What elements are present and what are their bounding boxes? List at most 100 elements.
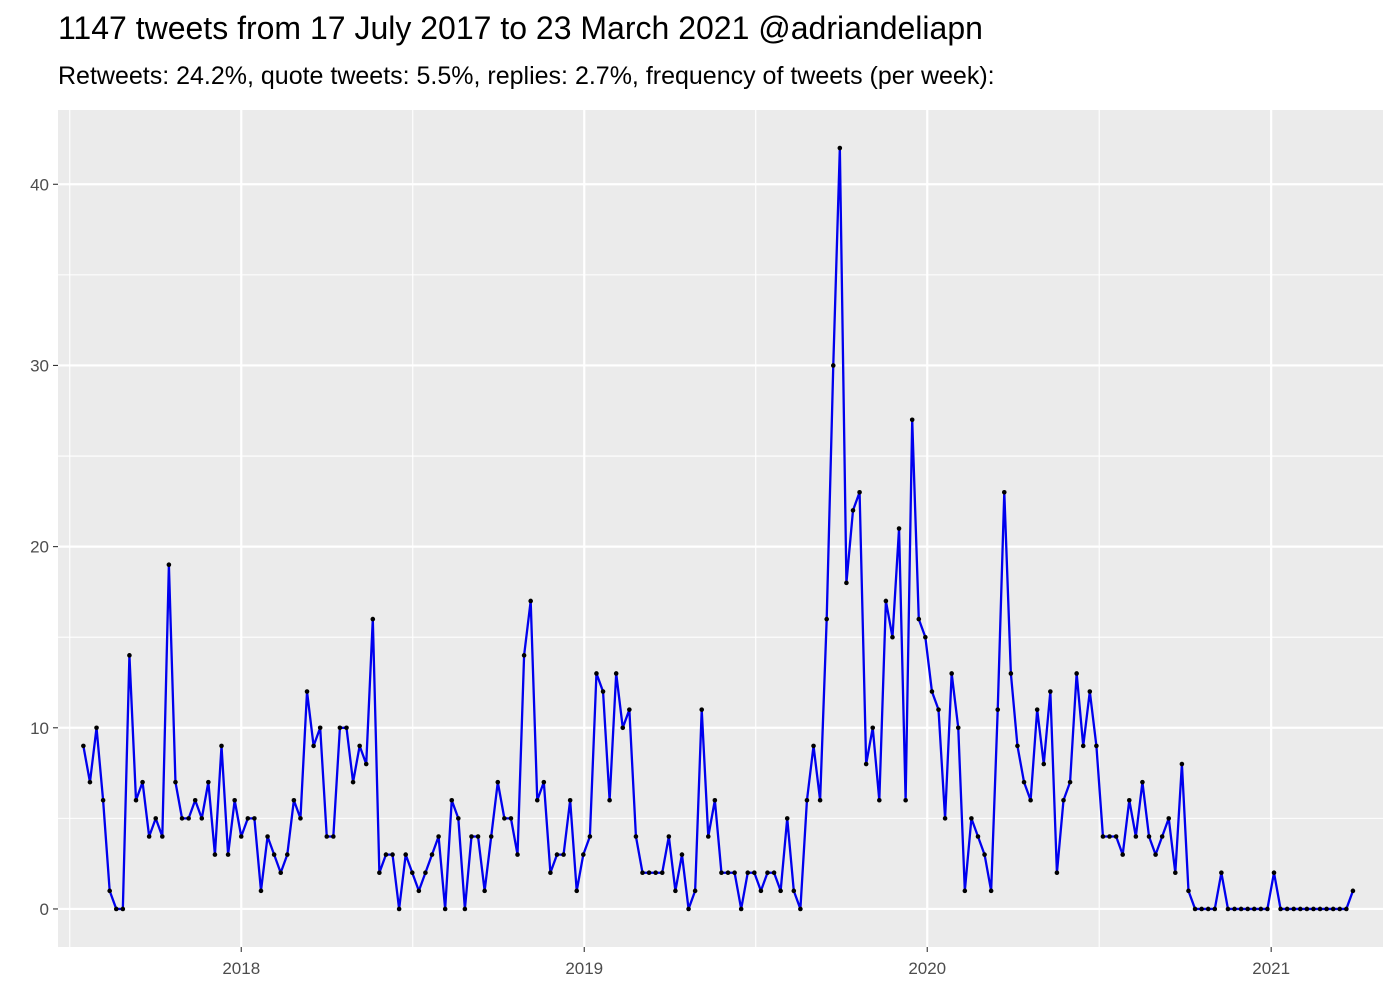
data-point: [403, 852, 409, 857]
data-point: [199, 816, 205, 821]
data-point: [732, 870, 737, 876]
data-point: [633, 834, 639, 839]
data-point: [548, 870, 553, 876]
data-point: [515, 852, 520, 857]
data-point: [1015, 743, 1020, 749]
series-line: [82, 146, 1355, 911]
data-point: [1212, 906, 1218, 912]
data-point: [1054, 870, 1060, 876]
data-point: [1107, 834, 1112, 839]
data-point: [1205, 906, 1211, 912]
data-point: [1192, 906, 1198, 912]
data-point: [173, 779, 178, 785]
data-point: [758, 888, 764, 894]
data-point: [771, 870, 777, 876]
data-point: [1113, 834, 1119, 839]
data-point: [1304, 906, 1310, 912]
data-point: [179, 816, 185, 821]
data-point: [1265, 906, 1270, 912]
data-point: [192, 797, 198, 803]
data-point: [936, 707, 941, 712]
data-point: [863, 761, 869, 767]
data-point: [482, 888, 487, 894]
data-point: [1179, 761, 1185, 767]
data-point: [1271, 870, 1277, 876]
data-point: [699, 707, 705, 712]
data-point: [909, 417, 915, 423]
data-point: [284, 852, 290, 857]
data-point: [1311, 906, 1316, 912]
data-point: [837, 145, 843, 151]
data-point: [1324, 906, 1329, 912]
data-point: [627, 707, 632, 712]
data-point: [1173, 870, 1178, 876]
data-point: [1048, 689, 1053, 694]
data-point: [1251, 906, 1257, 912]
data-point: [574, 888, 580, 894]
data-point: [462, 906, 468, 912]
data-point: [1067, 779, 1073, 785]
data-point: [1034, 707, 1040, 712]
data-point: [725, 870, 731, 876]
data-point: [646, 870, 652, 876]
data-point: [133, 797, 139, 803]
series-line-group: [82, 146, 1355, 911]
data-point: [324, 834, 330, 839]
data-point: [1232, 906, 1237, 912]
data-point: [120, 906, 126, 912]
major-gridlines: [58, 110, 1383, 947]
data-point: [962, 888, 968, 894]
data-point: [1166, 816, 1172, 821]
data-point: [784, 816, 790, 821]
data-point: [738, 906, 744, 912]
data-point: [850, 508, 856, 513]
data-point: [1061, 797, 1066, 803]
data-point: [166, 562, 172, 568]
data-point: [719, 870, 724, 876]
data-point: [153, 816, 159, 821]
data-point: [278, 870, 284, 876]
data-point: [1258, 906, 1264, 912]
data-point: [502, 816, 507, 821]
data-point: [791, 888, 797, 894]
data-point: [1080, 743, 1086, 749]
data-point: [423, 870, 428, 876]
data-point: [896, 526, 902, 531]
data-point: [265, 834, 270, 839]
y-tick-label: 40: [30, 175, 49, 194]
data-point: [1238, 906, 1244, 912]
data-point: [521, 653, 527, 658]
data-point: [857, 489, 862, 495]
data-point: [232, 797, 237, 803]
data-point: [1021, 779, 1027, 785]
y-axis: 0 10 20 30 40: [30, 175, 58, 919]
data-point: [298, 816, 303, 821]
data-point: [824, 616, 829, 622]
y-tick-label: 30: [30, 356, 49, 375]
data-point: [331, 834, 336, 839]
data-point: [1199, 906, 1204, 912]
data-point: [1330, 906, 1336, 912]
series-points-group: [81, 145, 1356, 912]
data-point: [396, 906, 402, 912]
data-point: [127, 653, 132, 658]
data-point: [692, 888, 698, 894]
data-point: [1094, 743, 1099, 749]
data-point: [877, 797, 882, 803]
data-point: [1298, 906, 1303, 912]
data-point: [554, 852, 560, 857]
data-point: [1120, 852, 1125, 857]
data-point: [1291, 906, 1297, 912]
data-point: [383, 852, 389, 857]
data-point: [982, 852, 987, 857]
data-point: [929, 689, 935, 694]
data-point: [225, 852, 231, 857]
data-point: [1186, 888, 1191, 894]
data-point: [416, 888, 422, 894]
data-point: [469, 834, 474, 839]
data-point: [107, 888, 112, 894]
data-point: [238, 834, 244, 839]
data-point: [1087, 689, 1093, 694]
data-point: [436, 834, 441, 839]
